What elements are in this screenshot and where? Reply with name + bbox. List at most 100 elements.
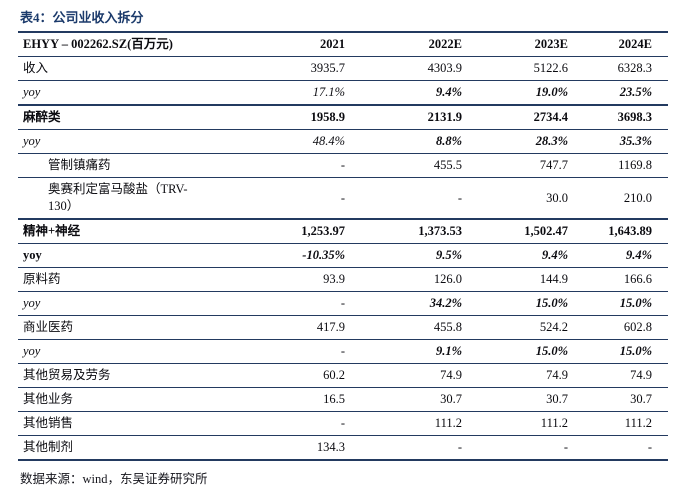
table-row-other-preparations: 其他制剂 134.3 - - - [18,435,668,461]
cell-2021: - [200,411,350,436]
cell-2024e: 35.3% [573,129,668,154]
cell-2021: - [200,153,350,178]
col-header-2024e: 2024E [573,31,668,57]
cell-2022e: 9.1% [350,339,467,364]
cell-2021: 134.3 [200,435,350,461]
table-row-other-trade-labor: 其他贸易及劳务 60.2 74.9 74.9 74.9 [18,363,668,388]
row-label: 麻醉类 [18,105,200,130]
cell-2022e: 8.8% [350,129,467,154]
row-label: yoy [18,129,200,154]
table-row-psychiatric-neuro-yoy: yoy -10.35% 9.5% 9.4% 9.4% [18,243,668,268]
cell-2022e: - [350,177,467,220]
table-row-anesthesia-yoy: yoy 48.4% 8.8% 28.3% 35.3% [18,129,668,154]
cell-2023e: 9.4% [467,243,573,268]
row-label: 收入 [18,56,200,81]
cell-2021: -10.35% [200,243,350,268]
cell-2023e: - [467,435,573,461]
cell-2022e: 30.7 [350,387,467,412]
cell-2024e: 1,643.89 [573,219,668,244]
cell-2024e: 6328.3 [573,56,668,81]
cell-2024e: 111.2 [573,411,668,436]
table-row-other-sales: 其他销售 - 111.2 111.2 111.2 [18,411,668,436]
table-header-row: EHYY – 002262.SZ(百万元) 2021 2022E 2023E 2… [18,31,668,57]
cell-2021: 3935.7 [200,56,350,81]
row-label: yoy [18,243,200,268]
cell-2021: 417.9 [200,315,350,340]
cell-2021: - [200,177,350,220]
table-row-controlled-analgesics: 管制镇痛药 - 455.5 747.7 1169.8 [18,153,668,178]
cell-2024e: 166.6 [573,267,668,292]
cell-2023e: 1,502.47 [467,219,573,244]
cell-2022e: 111.2 [350,411,467,436]
col-header-2022e: 2022E [350,31,467,57]
row-label: yoy [18,339,200,364]
row-label: 精神+神经 [18,219,200,244]
cell-2021: 16.5 [200,387,350,412]
table-title: 表4：公司业收入拆分 [20,10,144,25]
row-label: 商业医药 [18,315,200,340]
row-label: yoy [18,80,200,106]
cell-2021: 60.2 [200,363,350,388]
cell-2023e: 2734.4 [467,105,573,130]
cell-2022e: 455.8 [350,315,467,340]
table-row-psychiatric-neuro: 精神+神经 1,253.97 1,373.53 1,502.47 1,643.8… [18,219,668,244]
cell-2021: - [200,339,350,364]
cell-2021: 17.1% [200,80,350,106]
col-header-company: EHYY – 002262.SZ(百万元) [18,31,200,57]
table-row-oliceridine: 奥赛利定富马酸盐（TRV-130） - - 30.0 210.0 [18,177,668,220]
cell-2024e: 30.7 [573,387,668,412]
cell-2021: 93.9 [200,267,350,292]
cell-2022e: 126.0 [350,267,467,292]
cell-2024e: 210.0 [573,177,668,220]
cell-2021: - [200,291,350,316]
cell-2023e: 19.0% [467,80,573,106]
cell-2024e: - [573,435,668,461]
cell-2023e: 5122.6 [467,56,573,81]
row-label: 原料药 [18,267,200,292]
cell-2024e: 1169.8 [573,153,668,178]
cell-2022e: 455.5 [350,153,467,178]
cell-2022e: 9.4% [350,80,467,106]
table-row-api: 原料药 93.9 126.0 144.9 166.6 [18,267,668,292]
cell-2023e: 30.0 [467,177,573,220]
cell-2023e: 28.3% [467,129,573,154]
table-row-api-yoy: yoy - 34.2% 15.0% 15.0% [18,291,668,316]
revenue-breakdown-table: EHYY – 002262.SZ(百万元) 2021 2022E 2023E 2… [18,31,668,461]
cell-2022e: 1,373.53 [350,219,467,244]
table-row-other-business: 其他业务 16.5 30.7 30.7 30.7 [18,387,668,412]
col-header-2021: 2021 [200,31,350,57]
cell-2022e: 4303.9 [350,56,467,81]
row-label: 奥赛利定富马酸盐（TRV-130） [18,177,200,220]
cell-2023e: 524.2 [467,315,573,340]
cell-2024e: 15.0% [573,339,668,364]
row-label: yoy [18,291,200,316]
cell-2022e: 34.2% [350,291,467,316]
table-row-anesthesia: 麻醉类 1958.9 2131.9 2734.4 3698.3 [18,105,668,130]
cell-2022e: 2131.9 [350,105,467,130]
cell-2021: 48.4% [200,129,350,154]
cell-2023e: 111.2 [467,411,573,436]
table-row-commercial-pharma: 商业医药 417.9 455.8 524.2 602.8 [18,315,668,340]
col-header-2023e: 2023E [467,31,573,57]
row-label: 其他业务 [18,387,200,412]
cell-2021: 1,253.97 [200,219,350,244]
cell-2021: 1958.9 [200,105,350,130]
table-row-commercial-pharma-yoy: yoy - 9.1% 15.0% 15.0% [18,339,668,364]
cell-2024e: 15.0% [573,291,668,316]
cell-2022e: - [350,435,467,461]
cell-2023e: 30.7 [467,387,573,412]
row-label: 管制镇痛药 [18,153,200,178]
cell-2024e: 3698.3 [573,105,668,130]
cell-2023e: 144.9 [467,267,573,292]
row-label: 其他制剂 [18,435,200,461]
table-row-revenue: 收入 3935.7 4303.9 5122.6 6328.3 [18,56,668,81]
row-label: 其他贸易及劳务 [18,363,200,388]
cell-2023e: 74.9 [467,363,573,388]
cell-2024e: 23.5% [573,80,668,106]
cell-2024e: 602.8 [573,315,668,340]
row-label: 其他销售 [18,411,200,436]
cell-2023e: 15.0% [467,339,573,364]
cell-2022e: 74.9 [350,363,467,388]
data-source-note: 数据来源：wind，东吴证券研究所 [20,472,208,486]
cell-2024e: 9.4% [573,243,668,268]
